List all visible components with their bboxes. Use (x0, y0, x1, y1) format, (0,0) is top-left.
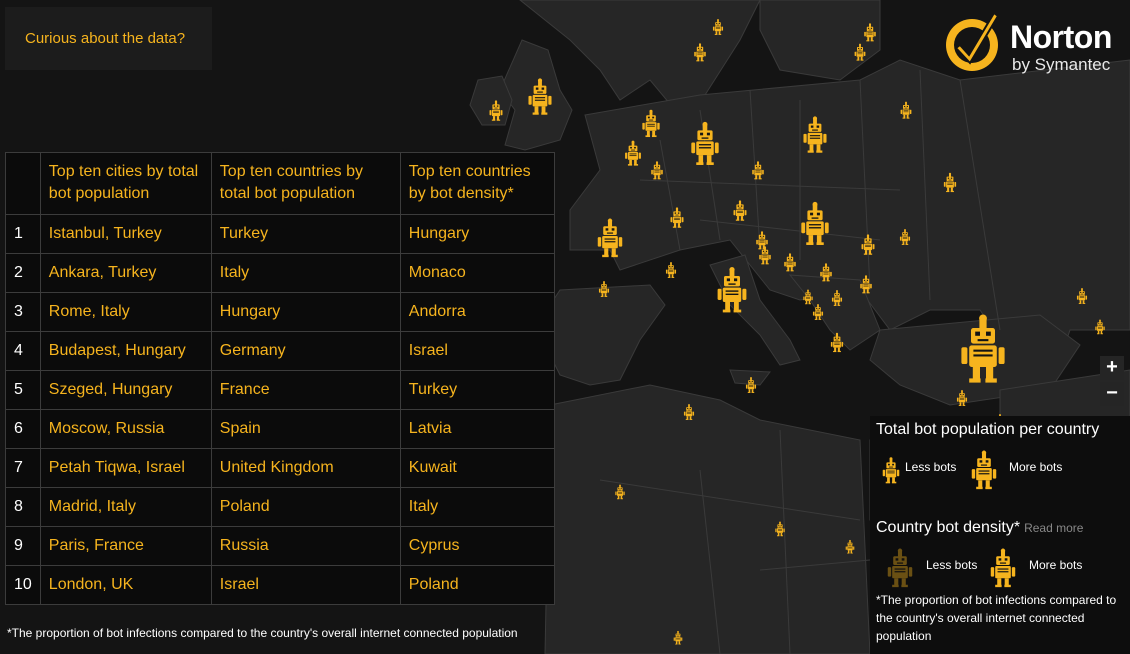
table-row: 4 Budapest, Hungary Germany Israel (5, 331, 556, 371)
norton-logo: Norton by Symantec (942, 7, 1124, 79)
density-title-text: Country bot density* (876, 519, 1021, 536)
country-total-cell: Hungary (210, 292, 401, 332)
table-row: 9 Paris, France Russia Cyprus (5, 526, 556, 566)
city-cell: Budapest, Hungary (39, 331, 212, 371)
country-density-cell: Turkey (399, 370, 556, 410)
country-density-cell: Monaco (399, 253, 556, 293)
robot-bright-icon (990, 548, 1016, 588)
city-cell: Szeged, Hungary (39, 370, 212, 410)
city-cell: Istanbul, Turkey (39, 214, 212, 254)
country-density-cell: Hungary (399, 214, 556, 254)
country-borders (599, 69, 1001, 654)
rank-cell: 4 (5, 331, 41, 371)
city-cell: Petah Tiqwa, Israel (39, 448, 212, 488)
rank-cell: 9 (5, 526, 41, 566)
table-row: 5 Szeged, Hungary France Turkey (5, 370, 556, 410)
legend-footnote: *The proportion of bot infections compar… (876, 593, 1117, 643)
country-total-cell: France (210, 370, 401, 410)
country-total-cell: Italy (210, 253, 401, 293)
country-total-cell: United Kingdom (210, 448, 401, 488)
country-total-cell: Turkey (210, 214, 401, 254)
rank-cell: 7 (5, 448, 41, 488)
table-row: 2 Ankara, Turkey Italy Monaco (5, 253, 556, 293)
country-total-cell: Spain (210, 409, 401, 449)
header-countries-density: Top ten countries by bot density* (399, 152, 556, 215)
top-ten-table: Top ten cities by total bot population T… (5, 152, 556, 605)
rank-cell: 1 (5, 214, 41, 254)
country-density-cell: Kuwait (399, 448, 556, 488)
legend-more-bots-label: More bots (1009, 460, 1063, 474)
rank-cell: 10 (5, 565, 41, 605)
robot-small-icon (882, 457, 900, 484)
rank-cell: 2 (5, 253, 41, 293)
legend-less-bots-label: Less bots (905, 460, 957, 474)
country-total-cell: Poland (210, 487, 401, 527)
country-density-cell: Italy (399, 487, 556, 527)
bot-monaco (665, 262, 677, 278)
rank-cell: 8 (5, 487, 41, 527)
city-cell: Madrid, Italy (39, 487, 212, 527)
map-legend: Total bot population per country Less bo… (870, 416, 1130, 654)
city-cell: Paris, France (39, 526, 212, 566)
read-more-link[interactable]: Read more (1024, 521, 1084, 535)
legend-density-title: Country bot density* Read more (876, 519, 1083, 537)
table-header-row: Top ten cities by total bot population T… (5, 152, 556, 215)
norton-check-icon (946, 11, 1000, 71)
table-row: 10 London, UK Israel Poland (5, 565, 556, 605)
legend-density-less-label: Less bots (926, 558, 978, 572)
country-total-cell: Russia (210, 526, 401, 566)
legend-density-more-label: More bots (1029, 558, 1083, 572)
country-total-cell: Germany (210, 331, 401, 371)
robot-dim-icon (887, 548, 913, 588)
zoom-out-button[interactable]: − (1100, 382, 1124, 406)
country-total-cell: Israel (210, 565, 401, 605)
logo-subtitle: by Symantec (1012, 55, 1111, 74)
robot-large-icon (971, 450, 997, 490)
rank-cell: 3 (5, 292, 41, 332)
table-row: 1 Istanbul, Turkey Turkey Hungary (5, 214, 556, 254)
curious-about-data-button[interactable]: Curious about the data? (5, 7, 212, 70)
city-cell: London, UK (39, 565, 212, 605)
rank-cell: 6 (5, 409, 41, 449)
table-row: 6 Moscow, Russia Spain Latvia (5, 409, 556, 449)
table-row: 8 Madrid, Italy Poland Italy (5, 487, 556, 527)
country-density-cell: Andorra (399, 292, 556, 332)
country-density-cell: Latvia (399, 409, 556, 449)
city-cell: Ankara, Turkey (39, 253, 212, 293)
logo-wordmark: Norton (1010, 19, 1112, 55)
city-cell: Rome, Italy (39, 292, 212, 332)
country-density-cell: Cyprus (399, 526, 556, 566)
country-density-cell: Poland (399, 565, 556, 605)
table-row: 7 Petah Tiqwa, Israel United Kingdom Kuwait (5, 448, 556, 488)
header-rank (5, 152, 41, 215)
city-cell: Moscow, Russia (39, 409, 212, 449)
footnote: *The proportion of bot infections compar… (7, 626, 518, 640)
header-cities: Top ten cities by total bot population (39, 152, 212, 215)
zoom-controls: + − (1100, 356, 1124, 408)
header-countries-total: Top ten countries by total bot populatio… (210, 152, 401, 215)
country-density-cell: Israel (399, 331, 556, 371)
legend-total-title: Total bot population per country (876, 421, 1100, 438)
rank-cell: 5 (5, 370, 41, 410)
table-row: 3 Rome, Italy Hungary Andorra (5, 292, 556, 332)
zoom-in-button[interactable]: + (1100, 356, 1124, 380)
